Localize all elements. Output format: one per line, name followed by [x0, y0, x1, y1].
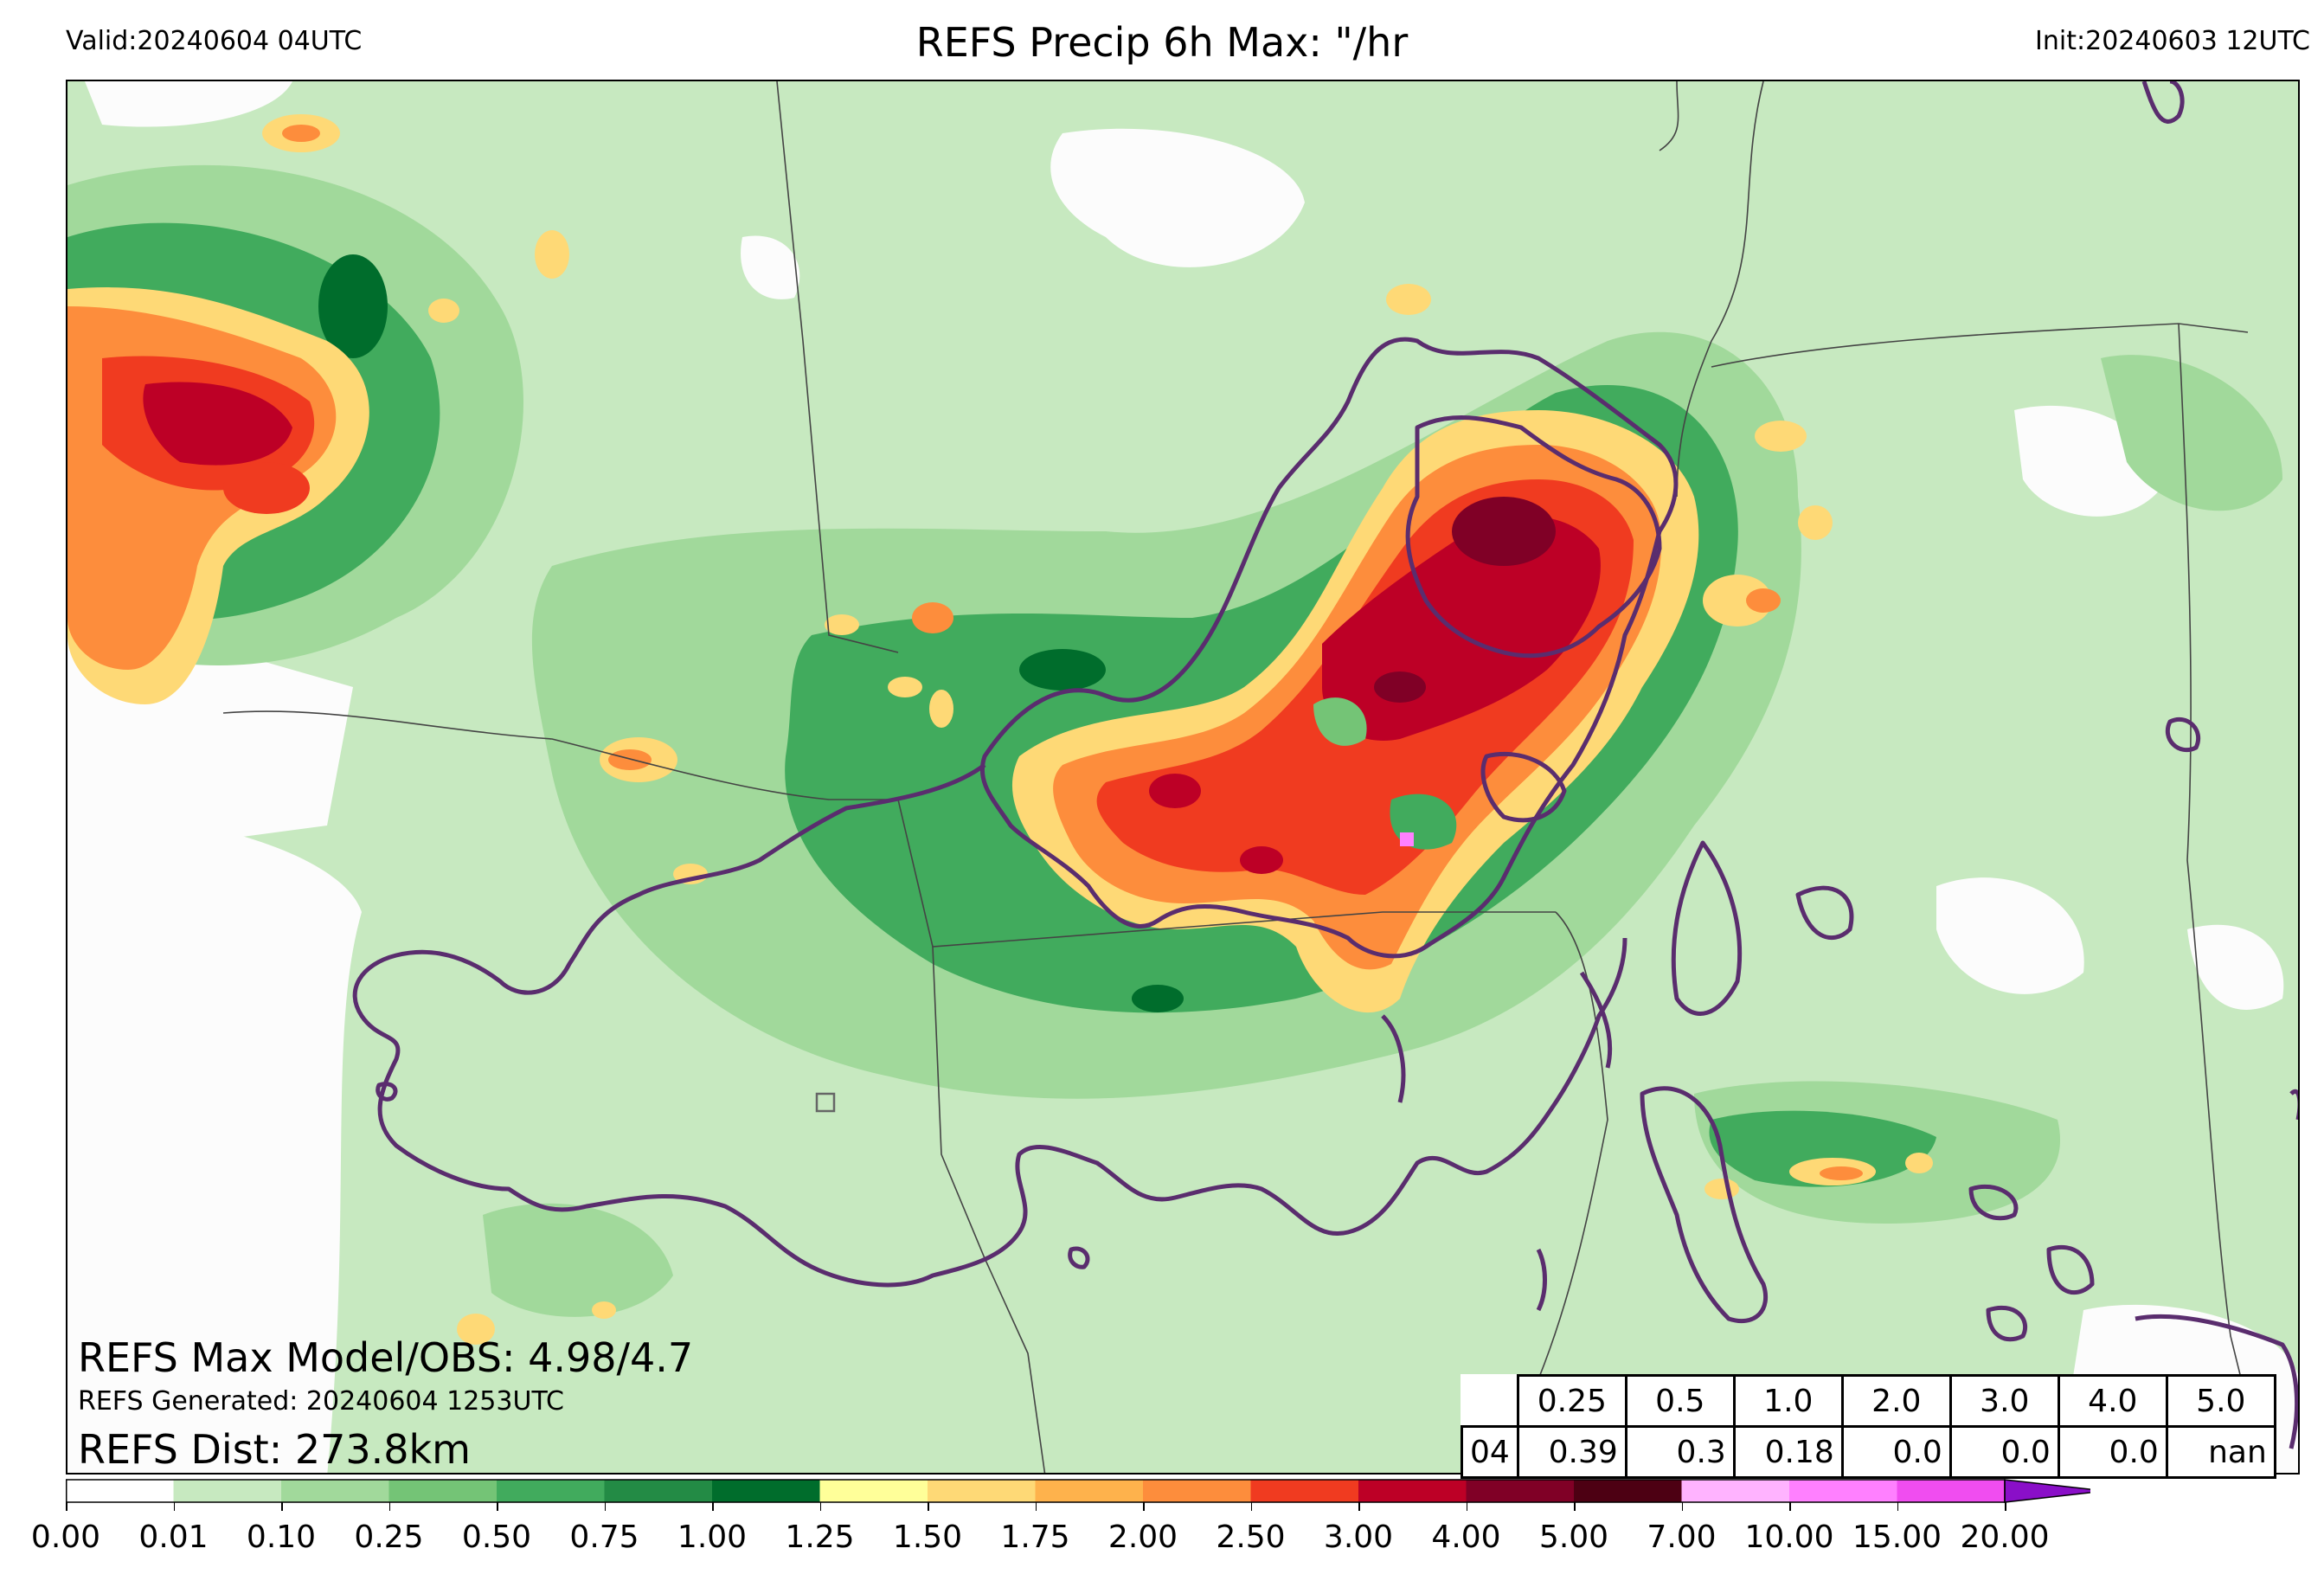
colorbar-segment	[1574, 1480, 1682, 1502]
colorbar-tick-label: 15.00	[1852, 1520, 1942, 1555]
colorbar-tick-mark	[2005, 1502, 2006, 1511]
colorbar-tick-label: 2.50	[1216, 1520, 1286, 1555]
colorbar-tick-mark	[604, 1502, 606, 1511]
colorbar-extend-arrow	[2004, 1479, 2090, 1503]
colorbar-tick-label: 0.00	[30, 1520, 101, 1555]
colorbar-tick-mark	[281, 1502, 283, 1511]
colorbar-tick-mark	[497, 1502, 498, 1511]
main-storm-core	[1011, 410, 1699, 1013]
precip-field	[67, 81, 2298, 1473]
colorbar-segment	[1250, 1480, 1359, 1502]
colorbar-tick-mark	[1789, 1502, 1791, 1511]
threshold-table: 0.25 0.5 1.0 2.0 3.0 4.0 5.0 04 0.39 0.3 0.18 0.0 0.…	[1461, 1374, 2276, 1479]
hour-cell: 04	[1461, 1425, 1519, 1479]
colorbar-tick-label: 3.00	[1323, 1520, 1394, 1555]
west-storm-core	[67, 287, 369, 704]
init-time-label: Init:20240603 12UTC	[2035, 26, 2310, 56]
value-cell: 0.0	[2057, 1425, 2168, 1479]
value-cell: 0.0	[1948, 1425, 2060, 1479]
colorbar-tick-mark	[1681, 1502, 1683, 1511]
colorbar-segment	[1035, 1480, 1144, 1502]
dry-areas	[67, 81, 2298, 1473]
distance-label: REFS Dist: 273.8km	[78, 1426, 471, 1473]
threshold-cell: 0.25	[1516, 1374, 1627, 1428]
colorbar-segment	[1358, 1480, 1467, 1502]
colorbar-tick-mark	[1466, 1502, 1467, 1511]
colorbar-tick-mark	[66, 1502, 67, 1511]
threshold-cell: 0.5	[1624, 1374, 1736, 1428]
threshold-cell: 3.0	[1948, 1374, 2060, 1428]
colorbar-tick-label: 0.50	[461, 1520, 532, 1555]
colorbar-tick-label: 7.00	[1647, 1520, 1717, 1555]
colorbar-tick-label: 1.50	[892, 1520, 963, 1555]
colorbar-tick-mark	[1250, 1502, 1252, 1511]
colorbar-segment	[604, 1480, 713, 1502]
threshold-cell: 4.0	[2057, 1374, 2168, 1428]
colorbar-tick-mark	[1035, 1502, 1037, 1511]
colorbar-segment	[497, 1480, 605, 1502]
colorbar-tick-label: 2.00	[1107, 1520, 1178, 1555]
value-cell: nan	[2165, 1425, 2276, 1479]
precip-map	[66, 80, 2300, 1475]
colorbar-segment	[712, 1480, 820, 1502]
colorbar-tick-mark	[819, 1502, 821, 1511]
colorbar-tick-mark	[712, 1502, 714, 1511]
colorbar-tick-mark	[1574, 1502, 1576, 1511]
value-cell: 0.0	[1840, 1425, 1952, 1479]
colorbar-tick-label: 10.00	[1744, 1520, 1834, 1555]
state-borders	[222, 81, 2265, 1473]
colorbar-tick-label: 0.75	[569, 1520, 639, 1555]
threshold-cell: 5.0	[2165, 1374, 2276, 1428]
colorbar-tick-label: 1.00	[677, 1520, 748, 1555]
colorbar-tick-mark	[388, 1502, 390, 1511]
obs-contours	[352, 81, 2298, 1449]
colorbar-tick-label: 1.25	[785, 1520, 855, 1555]
colorbar-segment	[1681, 1480, 1790, 1502]
colorbar-tick-mark	[1143, 1502, 1145, 1511]
colorbar-tick-label: 0.01	[138, 1520, 209, 1555]
value-cell: 0.39	[1516, 1425, 1627, 1479]
colorbar-tick-label: 4.00	[1431, 1520, 1501, 1555]
obs-site-box	[815, 1092, 836, 1113]
colorbar-segment	[173, 1480, 282, 1502]
generated-time-label: REFS Generated: 20240604 1253UTC	[78, 1386, 564, 1417]
value-cell: 0.18	[1732, 1425, 1844, 1479]
colorbar-segment	[1466, 1480, 1575, 1502]
colorbar-tick-label: 1.75	[1000, 1520, 1070, 1555]
colorbar-tick-label: 5.00	[1538, 1520, 1609, 1555]
valid-time-label: Valid:20240604 04UTC	[66, 26, 363, 56]
colorbar-tick-label: 0.25	[354, 1520, 424, 1555]
colorbar-tick-mark	[173, 1502, 175, 1511]
isolated-cells	[262, 114, 1933, 1345]
max-model-obs-label: REFS Max Model/OBS: 4.98/4.7	[78, 1334, 694, 1381]
colorbar-segment	[66, 1480, 174, 1502]
colorbar-segment	[388, 1480, 498, 1502]
threshold-cell: 1.0	[1732, 1374, 1844, 1428]
colorbar-tick-label: 0.10	[246, 1520, 317, 1555]
colorbar-segment	[928, 1480, 1036, 1502]
colorbar-tick-label: 20.00	[1960, 1520, 2050, 1555]
colorbar	[66, 1479, 2090, 1503]
threshold-cell: 2.0	[1840, 1374, 1952, 1428]
colorbar-segment	[819, 1480, 928, 1502]
colorbar-tick-mark	[1358, 1502, 1360, 1511]
colorbar-tick-mark	[928, 1502, 929, 1511]
colorbar-segment	[281, 1480, 389, 1502]
value-cell: 0.3	[1624, 1425, 1736, 1479]
colorbar-segment	[1143, 1480, 1251, 1502]
chart-title: REFS Precip 6h Max: "/hr	[915, 19, 1409, 66]
colorbar-segment	[1897, 1480, 2006, 1502]
colorbar-tick-mark	[1897, 1502, 1898, 1511]
table-corner	[1462, 1376, 1518, 1427]
colorbar-segment	[1789, 1480, 1897, 1502]
